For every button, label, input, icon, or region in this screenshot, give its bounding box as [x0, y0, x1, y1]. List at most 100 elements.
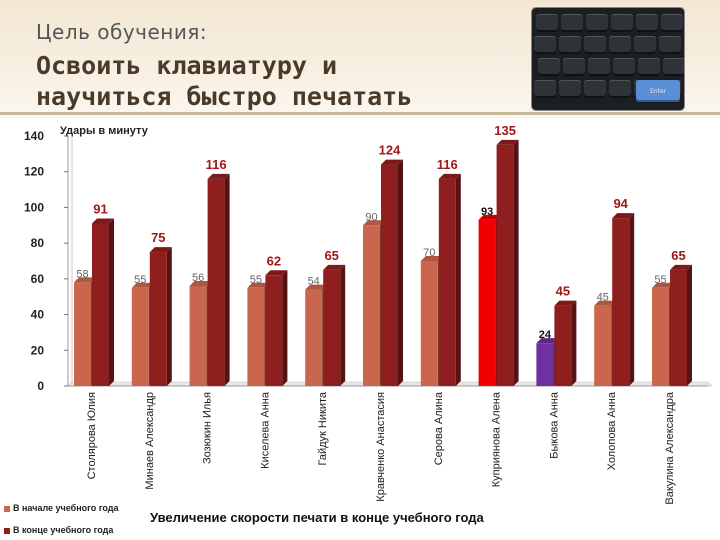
- bar-end-top: [265, 270, 288, 276]
- y-tick-label: 40: [31, 308, 45, 322]
- bar-end-top: [554, 300, 577, 306]
- keyboard-key: [584, 36, 606, 54]
- keyboard-key: [613, 58, 635, 76]
- chart-title: Увеличение скорости печати в конце учебн…: [150, 510, 484, 525]
- keyboard-key: [638, 58, 660, 76]
- data-label-start: 70: [423, 247, 435, 259]
- y-tick-label: 120: [24, 165, 44, 179]
- data-label-end: 65: [671, 248, 685, 263]
- category-label: Столярова Юлия: [86, 392, 98, 479]
- legend-item-end: В конце учебного года: [4, 525, 204, 535]
- bar-start-top: [652, 282, 674, 288]
- bar-start: [247, 287, 265, 386]
- bar-end-top: [323, 264, 346, 270]
- keyboard-key: [588, 58, 610, 76]
- bar-end-top: [438, 173, 461, 179]
- keyboard-key: [561, 14, 583, 32]
- bar-end-top: [207, 173, 230, 179]
- bar-start: [420, 261, 438, 386]
- keyboard-key: [634, 36, 656, 54]
- y-tick-label: 0: [37, 379, 44, 393]
- data-label-end: 91: [93, 202, 107, 217]
- bar-end-side: [687, 264, 692, 386]
- enter-key-label: Enter: [650, 88, 667, 95]
- keyboard-key: [563, 58, 585, 76]
- legend-item-start: В начале учебного года: [4, 503, 204, 513]
- bar-start-top: [478, 214, 501, 220]
- category-label: Зозюкин Илья: [202, 392, 214, 464]
- bar-end-top: [92, 218, 114, 224]
- bar-end-side: [340, 264, 346, 386]
- y-axis-label: Удары в минуту: [60, 125, 149, 137]
- keyboard-key: [609, 36, 631, 54]
- bar-start: [189, 286, 207, 386]
- data-label-end: 116: [206, 157, 227, 172]
- bar-end-side: [282, 270, 288, 386]
- category-label: Быкова Анна: [548, 391, 560, 459]
- legend-label-start: В начале учебного года: [13, 503, 119, 513]
- bar-start-top: [74, 277, 96, 283]
- bar-end: [554, 305, 572, 386]
- bar-start-top: [594, 300, 617, 306]
- bar-end-top: [612, 213, 635, 219]
- bar-end: [92, 223, 109, 386]
- bar-start-top: [189, 281, 212, 286]
- category-label: Киселева Анна: [259, 391, 271, 469]
- keyboard-key: [661, 14, 683, 32]
- keyboard-key: [663, 58, 684, 76]
- data-label-end: 45: [556, 284, 570, 299]
- keyboard-key: [559, 80, 581, 98]
- keyboard-key: [586, 14, 608, 32]
- data-label-end: 75: [151, 230, 165, 245]
- bar-end: [612, 218, 630, 386]
- category-label: Холопова Анна: [606, 391, 618, 470]
- bar-end: [670, 269, 687, 386]
- data-label-end: 65: [324, 248, 338, 263]
- bar-end-side: [224, 173, 230, 386]
- data-label-end: 135: [494, 123, 516, 138]
- bar-start-top: [247, 282, 270, 288]
- bar-start-top: [363, 220, 385, 226]
- keyboard-key: [636, 14, 658, 32]
- data-label-start: 93: [481, 206, 493, 218]
- bar-start: [363, 225, 380, 386]
- data-label-start: 24: [539, 329, 552, 341]
- y-tick-label: 100: [24, 200, 44, 214]
- data-label-end: 124: [379, 143, 401, 158]
- keyboard-key: [611, 14, 633, 32]
- legend-swatch-end: [4, 527, 10, 534]
- category-label: Кравченко Анастасия: [375, 392, 387, 502]
- category-label: Минаев Александр: [144, 392, 156, 490]
- bar-start-top: [305, 284, 328, 290]
- category-label: Серова Алина: [433, 391, 445, 465]
- bar-end-side: [513, 139, 519, 386]
- slide-subtitle: Цель обучения:: [36, 20, 208, 44]
- keyboard-key: [659, 36, 681, 54]
- y-tick-label: 140: [24, 129, 44, 143]
- data-label-end: 94: [613, 196, 628, 211]
- keyboard-key: [538, 58, 560, 76]
- bar-end-side: [571, 300, 577, 386]
- y-tick-label: 20: [31, 343, 45, 357]
- slide-title: Освоить клавиатуру и научиться быстро пе…: [36, 51, 413, 111]
- bar-end-top: [381, 159, 403, 165]
- data-label-end: 62: [267, 253, 281, 268]
- bar-start: [131, 287, 149, 386]
- header-divider: [0, 112, 720, 115]
- data-label-start: 55: [654, 274, 666, 286]
- enter-key: [636, 80, 680, 102]
- category-label: Куприянова Алена: [491, 391, 503, 487]
- bar-end: [265, 275, 283, 386]
- bar-start: [652, 287, 669, 386]
- data-label-start: 58: [76, 268, 88, 280]
- keyboard-key: [534, 80, 556, 98]
- data-label-start: 45: [597, 292, 609, 304]
- bar-end: [149, 252, 167, 386]
- data-label-start: 54: [308, 276, 320, 288]
- bar-end: [381, 164, 398, 386]
- legend-label-end: В конце учебного года: [13, 525, 114, 535]
- bar-end-top: [149, 247, 172, 253]
- category-label: Гайдук Никита: [317, 391, 329, 465]
- keyboard-key: [584, 80, 606, 98]
- bar-end-top: [496, 139, 519, 145]
